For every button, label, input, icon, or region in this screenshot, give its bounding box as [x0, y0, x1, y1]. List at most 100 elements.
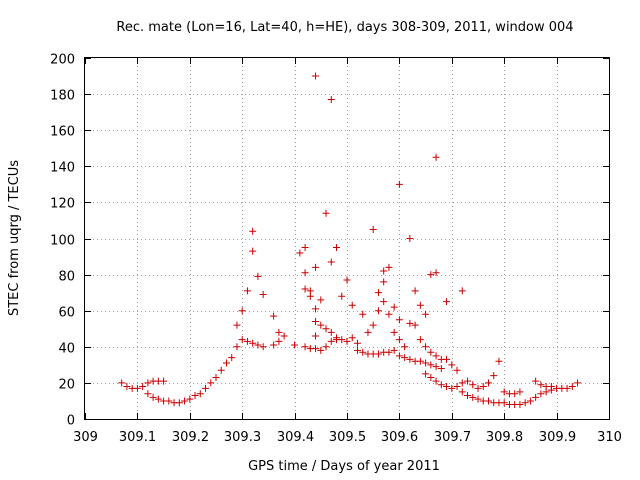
- x-tick-label: 309.4: [277, 430, 314, 445]
- data-point: [532, 393, 540, 401]
- data-point: [406, 235, 414, 242]
- y-tick-label: 180: [50, 89, 75, 104]
- y-tick-label: 200: [50, 53, 75, 68]
- data-point: [547, 383, 555, 391]
- data-point: [165, 397, 173, 405]
- y-tick-label: 120: [50, 197, 75, 212]
- data-point: [422, 310, 430, 318]
- data-point: [343, 337, 351, 345]
- data-point: [238, 336, 246, 344]
- data-point: [453, 366, 461, 374]
- data-point: [233, 343, 241, 351]
- data-point: [369, 321, 377, 329]
- data-point: [422, 359, 430, 367]
- plot-frame: [84, 57, 610, 420]
- data-point: [238, 307, 246, 315]
- x-tick-label: 310: [597, 430, 622, 445]
- x-tick-label: 309.9: [539, 430, 576, 445]
- data-point: [301, 285, 309, 293]
- data-point: [207, 379, 215, 387]
- data-point: [537, 390, 545, 398]
- data-point: [312, 318, 320, 326]
- data-point: [401, 354, 409, 362]
- data-point: [464, 377, 472, 385]
- data-point: [333, 336, 341, 344]
- data-point: [490, 372, 498, 380]
- data-point: [416, 357, 424, 365]
- data-point: [154, 395, 162, 403]
- data-point: [301, 244, 309, 252]
- data-point: [432, 352, 440, 360]
- data-point: [395, 336, 403, 344]
- data-point: [374, 289, 382, 297]
- data-point: [401, 343, 409, 351]
- data-point: [222, 359, 230, 367]
- data-point: [249, 247, 257, 255]
- data-point: [374, 350, 382, 358]
- x-tick-label: 309: [73, 430, 98, 445]
- data-point: [416, 301, 424, 309]
- data-point: [312, 305, 320, 313]
- data-point: [443, 383, 451, 391]
- data-point: [374, 307, 382, 315]
- data-point: [270, 312, 278, 320]
- data-point: [359, 348, 367, 356]
- data-point: [228, 354, 236, 362]
- data-point: [516, 388, 524, 396]
- data-point: [458, 379, 466, 387]
- data-point: [385, 348, 393, 356]
- data-point: [259, 343, 267, 351]
- data-point: [563, 384, 571, 392]
- y-tick-label: 100: [50, 234, 75, 249]
- data-point: [521, 399, 529, 407]
- y-tick-label: 80: [58, 270, 75, 285]
- x-axis-label: GPS time / Days of year 2011: [248, 459, 440, 474]
- data-point: [118, 379, 126, 387]
- data-point: [537, 381, 545, 389]
- data-point: [249, 227, 257, 235]
- data-points: [118, 72, 582, 409]
- data-point: [427, 271, 435, 279]
- data-point: [333, 244, 341, 252]
- x-tick-label: 309.2: [172, 430, 209, 445]
- data-point: [443, 298, 451, 306]
- data-point: [348, 301, 356, 309]
- data-point: [359, 310, 367, 318]
- data-point: [511, 390, 519, 398]
- data-point: [443, 355, 451, 363]
- y-tick-label: 140: [50, 161, 75, 176]
- data-point: [422, 370, 430, 378]
- data-point: [395, 180, 403, 188]
- x-tick-label: 309.5: [329, 430, 366, 445]
- y-tick-label: 20: [58, 378, 75, 393]
- data-point: [317, 346, 325, 354]
- data-point: [202, 384, 210, 392]
- data-point: [160, 377, 168, 385]
- data-point: [427, 348, 435, 356]
- data-point: [390, 303, 398, 311]
- x-tick-labels: 309 309.1 309.2 309.3 309.4 309.5 309.6 309.7 30…: [73, 430, 622, 445]
- data-point: [390, 328, 398, 336]
- data-point: [275, 328, 283, 336]
- data-point: [243, 287, 251, 295]
- data-point: [144, 379, 152, 387]
- data-point: [432, 153, 440, 161]
- axis-ticks: [85, 58, 610, 420]
- data-point: [317, 296, 325, 304]
- data-point: [479, 383, 487, 391]
- data-point: [411, 287, 419, 295]
- chart-title: Rec. mate (Lon=16, Lat=40, h=HE), days 3…: [116, 20, 573, 35]
- data-point: [411, 321, 419, 329]
- data-point: [495, 357, 503, 365]
- data-point: [312, 332, 320, 340]
- data-point: [217, 366, 225, 374]
- data-point: [422, 343, 430, 351]
- data-point: [574, 379, 582, 387]
- data-point: [181, 397, 189, 405]
- x-tick-label: 309.7: [434, 430, 471, 445]
- data-point: [291, 341, 299, 349]
- data-point: [427, 361, 435, 369]
- data-point: [380, 298, 388, 306]
- data-point: [484, 379, 492, 387]
- data-point: [186, 395, 194, 403]
